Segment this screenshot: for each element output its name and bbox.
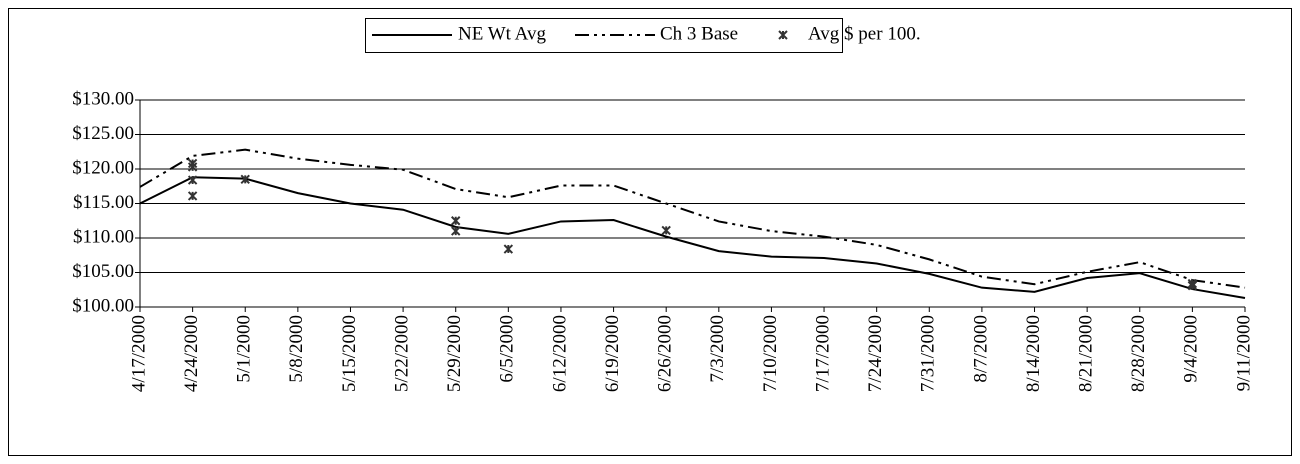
y-tick-label: $115.00 bbox=[73, 192, 134, 213]
x-tick-label: 4/17/2000 bbox=[128, 315, 149, 392]
legend-label: Ch 3 Base bbox=[660, 23, 738, 44]
x-tick-label: 8/14/2000 bbox=[1023, 315, 1044, 392]
x-tick-label: 8/28/2000 bbox=[1128, 315, 1149, 392]
x-tick-label: 6/19/2000 bbox=[602, 315, 623, 392]
x-tick-label: 8/21/2000 bbox=[1076, 315, 1097, 392]
point-marker bbox=[187, 162, 198, 172]
x-tick-label: 7/31/2000 bbox=[918, 315, 939, 392]
x-tick-label: 6/12/2000 bbox=[549, 315, 570, 392]
point-marker bbox=[661, 225, 671, 236]
point-marker bbox=[240, 174, 250, 185]
series-line bbox=[139, 176, 1246, 300]
x-tick-label: 5/15/2000 bbox=[339, 315, 360, 392]
series-line bbox=[139, 148, 1246, 289]
x-tick-label: 9/11/2000 bbox=[1233, 315, 1254, 391]
y-tick-label: $105.00 bbox=[72, 261, 134, 282]
x-tick-label: 5/22/2000 bbox=[391, 315, 412, 392]
point-marker bbox=[1187, 280, 1198, 291]
point-marker bbox=[187, 175, 198, 185]
y-tick-label: $125.00 bbox=[72, 123, 134, 144]
x-tick-label: 7/3/2000 bbox=[707, 315, 728, 383]
legend-marker bbox=[778, 30, 788, 40]
x-tick-label: 8/7/2000 bbox=[970, 315, 991, 383]
x-tick-label: 4/24/2000 bbox=[181, 315, 202, 392]
x-tick-label: 5/29/2000 bbox=[444, 315, 465, 392]
x-tick-label: 5/1/2000 bbox=[234, 315, 255, 383]
point-marker bbox=[503, 244, 514, 254]
x-tick-label: 6/26/2000 bbox=[655, 315, 676, 392]
x-tick-label: 7/24/2000 bbox=[865, 315, 886, 392]
legend: NE Wt Avg Ch 3 Base Avg $ per 100. bbox=[365, 18, 921, 53]
legend-label: Avg $ per 100. bbox=[808, 23, 921, 44]
x-tick-label: 6/5/2000 bbox=[497, 315, 518, 383]
point-marker bbox=[187, 191, 198, 201]
y-tick-label: $110.00 bbox=[73, 226, 134, 247]
legend-label: NE Wt Avg bbox=[458, 23, 546, 44]
y-tick-label: $130.00 bbox=[72, 88, 134, 109]
point-marker bbox=[451, 226, 461, 236]
x-tick-label: 7/10/2000 bbox=[760, 315, 781, 392]
y-tick-label: $100.00 bbox=[72, 295, 134, 316]
y-tick-label: $120.00 bbox=[72, 157, 134, 178]
x-tick-label: 9/4/2000 bbox=[1181, 315, 1202, 383]
x-tick-label: 7/17/2000 bbox=[812, 315, 833, 392]
x-tick-label: 5/8/2000 bbox=[286, 315, 307, 383]
point-marker bbox=[451, 216, 461, 226]
